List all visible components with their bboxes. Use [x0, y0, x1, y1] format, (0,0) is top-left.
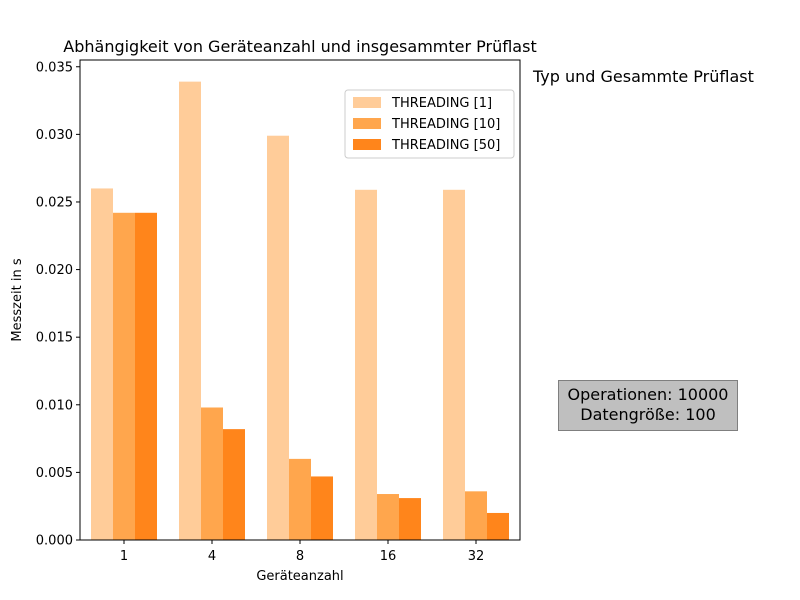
- y-tick-label: 0.000: [36, 534, 73, 549]
- side-title: Typ und Gesammte Prüflast: [533, 67, 754, 86]
- bar-series2-16: [377, 494, 399, 540]
- y-tick-label: 0.035: [36, 60, 73, 75]
- y-tick-label: 0.030: [36, 128, 73, 143]
- bars-group: [91, 81, 509, 541]
- y-tick-label: 0.005: [36, 466, 73, 481]
- y-tick-label: 0.020: [36, 263, 73, 278]
- legend-swatch-2: [353, 118, 381, 129]
- info-box: Operationen: 10000 Datengröße: 100: [558, 380, 738, 431]
- info-operations: Operationen: 10000: [567, 385, 729, 404]
- bar-series3-1: [135, 212, 157, 540]
- x-tick-label: 32: [468, 549, 485, 564]
- bar-series1-4: [179, 81, 201, 541]
- bar-series2-4: [201, 407, 223, 540]
- x-tick-label: 4: [208, 549, 216, 564]
- chart-title: Abhängigkeit von Geräteanzahl und insges…: [63, 37, 536, 56]
- bar-series2-1: [113, 212, 135, 540]
- legend-label-2: THREADING [10]: [391, 117, 500, 132]
- bar-series1-1: [91, 188, 113, 541]
- legend-label-3: THREADING [50]: [391, 138, 500, 153]
- x-tick-label: 8: [296, 549, 304, 564]
- y-tick-label: 0.015: [36, 331, 73, 346]
- bar-series3-8: [311, 476, 333, 540]
- legend-swatch-1: [353, 97, 381, 108]
- info-data-size: Datengröße: 100: [580, 405, 716, 424]
- y-axis-label: Messzeit in s: [10, 258, 25, 341]
- bar-series1-16: [355, 189, 377, 541]
- y-tick-label: 0.025: [36, 195, 73, 210]
- bar-series3-4: [223, 429, 245, 540]
- bar-series1-32: [443, 189, 465, 541]
- y-tick-label: 0.010: [36, 398, 73, 413]
- legend-label-1: THREADING [1]: [391, 96, 492, 111]
- bar-series1-8: [267, 135, 289, 540]
- plot-frame: [79, 59, 521, 541]
- bar-series3-16: [399, 498, 421, 540]
- bar-series2-8: [289, 458, 311, 540]
- x-axis-label: Geräteanzahl: [256, 569, 343, 584]
- bar-series3-32: [487, 512, 509, 540]
- legend-frame: [344, 89, 515, 159]
- x-axis: 1 4 8 16 32: [120, 540, 484, 564]
- x-tick-label: 1: [120, 549, 128, 564]
- x-tick-label: 16: [380, 549, 397, 564]
- y-axis: 0.000 0.005 0.010 0.015 0.020 0.025 0.030 0.035: [36, 60, 80, 549]
- legend-swatch-3: [353, 139, 381, 150]
- bar-series2-32: [465, 491, 487, 540]
- legend: THREADING [1] THREADING [10] THREADING [50…: [344, 89, 515, 159]
